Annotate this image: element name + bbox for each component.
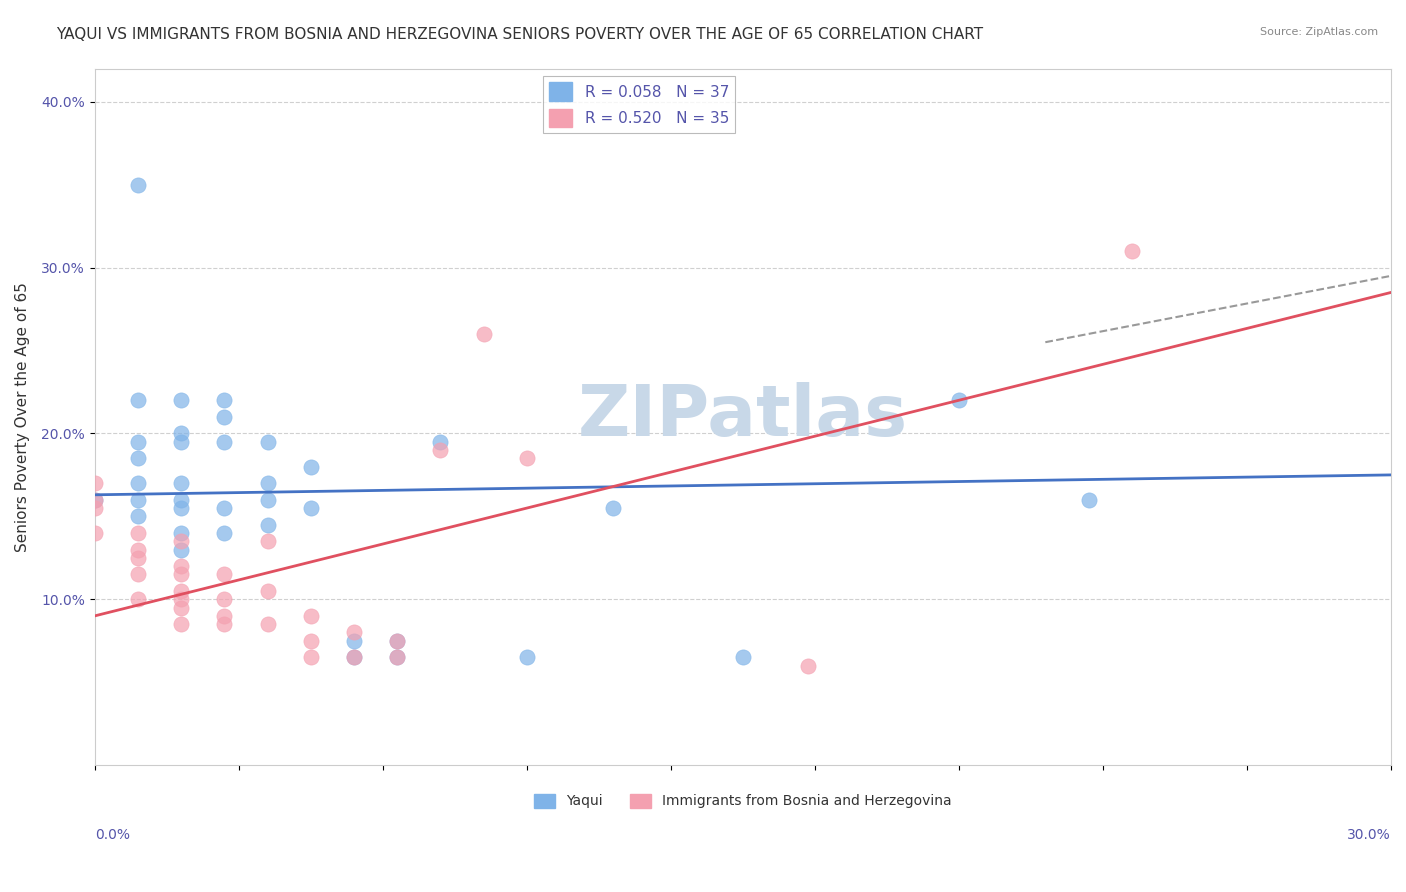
- Point: [796, 658, 818, 673]
- Point: [170, 426, 193, 441]
- Point: [127, 592, 149, 607]
- Point: [948, 393, 970, 408]
- Point: [385, 633, 408, 648]
- Point: [127, 434, 149, 449]
- Point: [127, 451, 149, 466]
- Point: [214, 617, 236, 632]
- Point: [170, 534, 193, 549]
- Point: [83, 492, 105, 507]
- Point: [516, 451, 538, 466]
- Point: [299, 459, 322, 474]
- Point: [214, 393, 236, 408]
- Point: [214, 525, 236, 540]
- Legend: Yaqui, Immigrants from Bosnia and Herzegovina: Yaqui, Immigrants from Bosnia and Herzeg…: [529, 788, 957, 814]
- Point: [1077, 492, 1099, 507]
- Point: [299, 501, 322, 516]
- Point: [256, 517, 278, 532]
- Point: [343, 650, 366, 665]
- Point: [170, 542, 193, 557]
- Point: [170, 584, 193, 599]
- Text: 30.0%: 30.0%: [1347, 828, 1391, 842]
- Point: [343, 625, 366, 640]
- Point: [385, 650, 408, 665]
- Point: [170, 434, 193, 449]
- Point: [256, 534, 278, 549]
- Point: [429, 434, 451, 449]
- Point: [170, 567, 193, 582]
- Point: [83, 492, 105, 507]
- Point: [256, 617, 278, 632]
- Text: YAQUI VS IMMIGRANTS FROM BOSNIA AND HERZEGOVINA SENIORS POVERTY OVER THE AGE OF : YAQUI VS IMMIGRANTS FROM BOSNIA AND HERZ…: [56, 27, 983, 42]
- Text: 0.0%: 0.0%: [94, 828, 129, 842]
- Point: [343, 650, 366, 665]
- Point: [1121, 244, 1143, 258]
- Point: [602, 501, 624, 516]
- Point: [83, 501, 105, 516]
- Point: [127, 542, 149, 557]
- Point: [83, 525, 105, 540]
- Point: [170, 559, 193, 574]
- Point: [214, 608, 236, 623]
- Point: [127, 393, 149, 408]
- Point: [299, 633, 322, 648]
- Point: [256, 476, 278, 491]
- Point: [127, 476, 149, 491]
- Point: [256, 434, 278, 449]
- Point: [256, 584, 278, 599]
- Point: [214, 409, 236, 424]
- Point: [170, 592, 193, 607]
- Point: [127, 178, 149, 192]
- Text: ZIPatlas: ZIPatlas: [578, 383, 908, 451]
- Point: [127, 509, 149, 524]
- Point: [214, 501, 236, 516]
- Point: [83, 476, 105, 491]
- Point: [214, 567, 236, 582]
- Point: [170, 617, 193, 632]
- Point: [385, 633, 408, 648]
- Point: [214, 592, 236, 607]
- Point: [343, 633, 366, 648]
- Point: [385, 650, 408, 665]
- Y-axis label: Seniors Poverty Over the Age of 65: Seniors Poverty Over the Age of 65: [15, 282, 30, 552]
- Point: [429, 443, 451, 458]
- Point: [170, 600, 193, 615]
- Point: [170, 501, 193, 516]
- Point: [170, 525, 193, 540]
- Point: [472, 326, 495, 341]
- Point: [731, 650, 754, 665]
- Point: [170, 393, 193, 408]
- Point: [299, 608, 322, 623]
- Point: [127, 550, 149, 565]
- Point: [170, 492, 193, 507]
- Point: [170, 476, 193, 491]
- Text: Source: ZipAtlas.com: Source: ZipAtlas.com: [1260, 27, 1378, 37]
- Point: [299, 650, 322, 665]
- Point: [127, 567, 149, 582]
- Point: [516, 650, 538, 665]
- Point: [256, 492, 278, 507]
- Point: [127, 525, 149, 540]
- Point: [127, 492, 149, 507]
- Point: [214, 434, 236, 449]
